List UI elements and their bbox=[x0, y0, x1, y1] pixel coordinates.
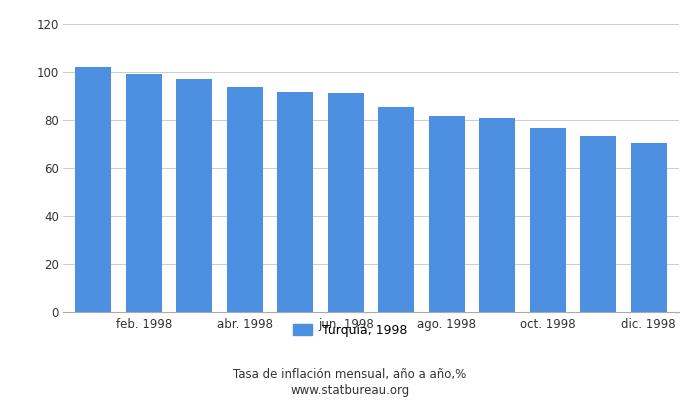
Text: Tasa de inflación mensual, año a año,%: Tasa de inflación mensual, año a año,% bbox=[233, 368, 467, 381]
Bar bbox=[277, 92, 314, 312]
Bar bbox=[75, 67, 111, 312]
Bar bbox=[529, 128, 566, 312]
Bar bbox=[227, 87, 263, 312]
Bar bbox=[479, 118, 515, 312]
Legend: Turquía, 1998: Turquía, 1998 bbox=[288, 319, 412, 342]
Text: www.statbureau.org: www.statbureau.org bbox=[290, 384, 410, 397]
Bar bbox=[176, 79, 213, 312]
Bar bbox=[328, 93, 364, 312]
Bar bbox=[378, 107, 414, 312]
Bar bbox=[631, 143, 667, 312]
Bar bbox=[428, 116, 465, 312]
Bar bbox=[580, 136, 617, 312]
Bar bbox=[125, 74, 162, 312]
